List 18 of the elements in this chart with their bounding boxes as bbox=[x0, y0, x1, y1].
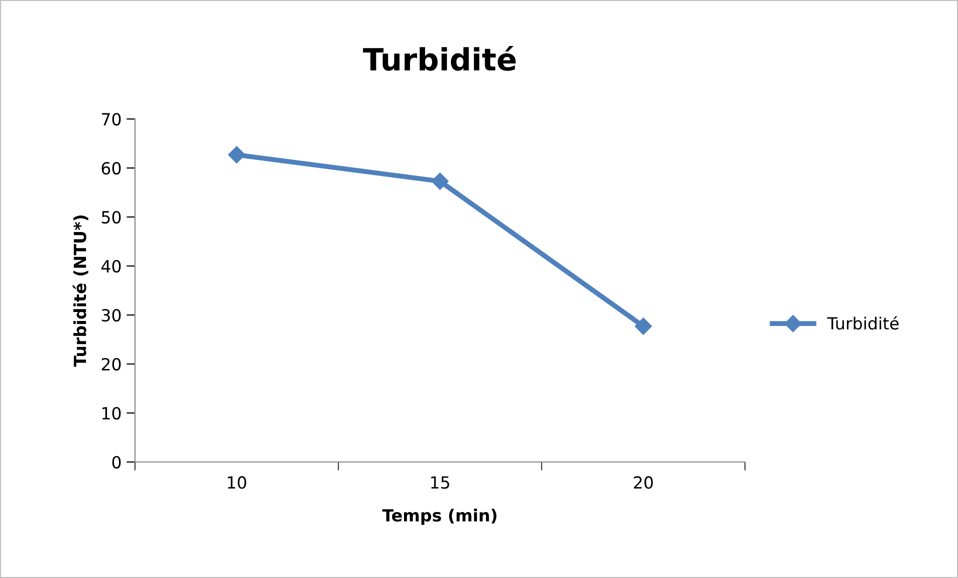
point bbox=[228, 146, 246, 164]
x-tick-label: 15 bbox=[431, 476, 450, 489]
legend-label: Turbidité bbox=[827, 316, 899, 330]
y-tick-label: 60 bbox=[102, 162, 121, 175]
chart-title: Turbidité bbox=[362, 46, 516, 71]
point bbox=[634, 318, 652, 335]
x-axis-title: Temps (min) bbox=[382, 508, 496, 525]
y-tick-label: 70 bbox=[102, 112, 121, 126]
point bbox=[431, 172, 449, 190]
y-tick-label: 30 bbox=[102, 308, 121, 322]
x-tick-label: 10 bbox=[228, 476, 246, 489]
y-tick-label: 50 bbox=[102, 210, 121, 224]
y-axis-title: Turbidité (NTU*) bbox=[72, 216, 88, 367]
y-tick-label: 10 bbox=[102, 406, 121, 420]
y-tick-label: 40 bbox=[101, 260, 121, 273]
y-tick-label: 20 bbox=[102, 358, 121, 371]
y-tick-label: 0 bbox=[112, 456, 121, 469]
x-tick-label: 20 bbox=[634, 476, 653, 489]
